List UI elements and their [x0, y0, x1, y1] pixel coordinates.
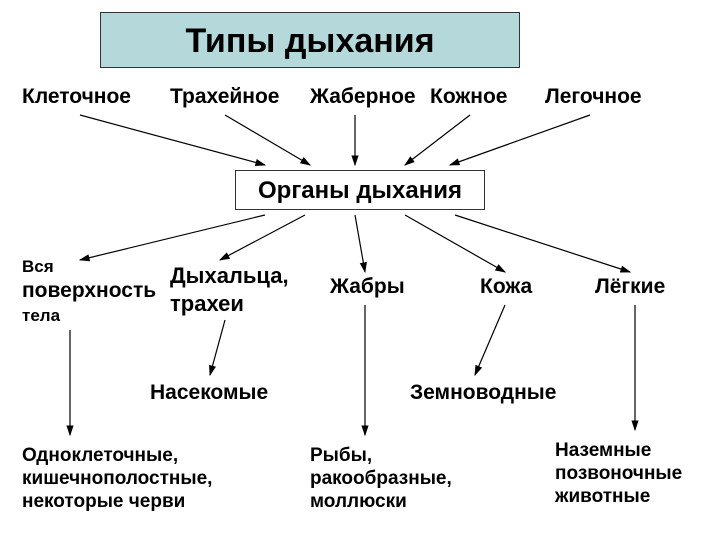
- example-insects: Насекомые: [150, 380, 268, 405]
- example-terrestrial-l1: Наземные: [555, 440, 651, 461]
- example-fish-l1: Рыбы,: [310, 445, 372, 466]
- example-terrestrial-l2: позвоночные: [555, 463, 682, 484]
- main-title: Типы дыхания: [100, 12, 520, 68]
- organ-skin: Кожа: [480, 275, 532, 299]
- organ-lungs: Лёгкие: [595, 275, 665, 299]
- organ-spiracles-l1: Дыхальца,: [170, 263, 289, 288]
- sub-title: Органы дыхания: [235, 170, 485, 210]
- example-terrestrial-l3: животные: [555, 486, 650, 507]
- example-fish-l2: ракообразные,: [310, 468, 452, 489]
- example-amphibians: Земноводные: [410, 380, 556, 405]
- organ-spiracles-l2: трахеи: [170, 291, 244, 316]
- type-tracheal: Трахейное: [170, 85, 279, 109]
- organ-gills: Жабры: [330, 275, 405, 299]
- type-skin: Кожное: [430, 85, 507, 109]
- example-fish: Рыбы, ракообразные, моллюски: [310, 445, 452, 513]
- example-unicellular-l2: кишечнополостные,: [22, 468, 212, 489]
- example-fish-l3: моллюски: [310, 491, 407, 512]
- organ-whole-surface-l1: Вся: [22, 257, 54, 276]
- type-lung: Легочное: [545, 85, 642, 109]
- organ-whole-surface: Вся поверхность тела: [22, 255, 156, 326]
- example-unicellular: Одноклеточные, кишечнополостные, некотор…: [22, 445, 212, 513]
- type-cellular: Клеточное: [22, 85, 131, 109]
- organ-whole-surface-l3: тела: [22, 306, 60, 325]
- example-unicellular-l3: некоторые черви: [22, 491, 185, 512]
- type-gill: Жаберное: [310, 85, 416, 109]
- example-unicellular-l1: Одноклеточные,: [22, 445, 178, 466]
- organ-whole-surface-l2: поверхность: [22, 279, 156, 302]
- organ-spiracles: Дыхальца, трахеи: [170, 262, 289, 317]
- example-terrestrial: Наземные позвоночные животные: [555, 440, 682, 508]
